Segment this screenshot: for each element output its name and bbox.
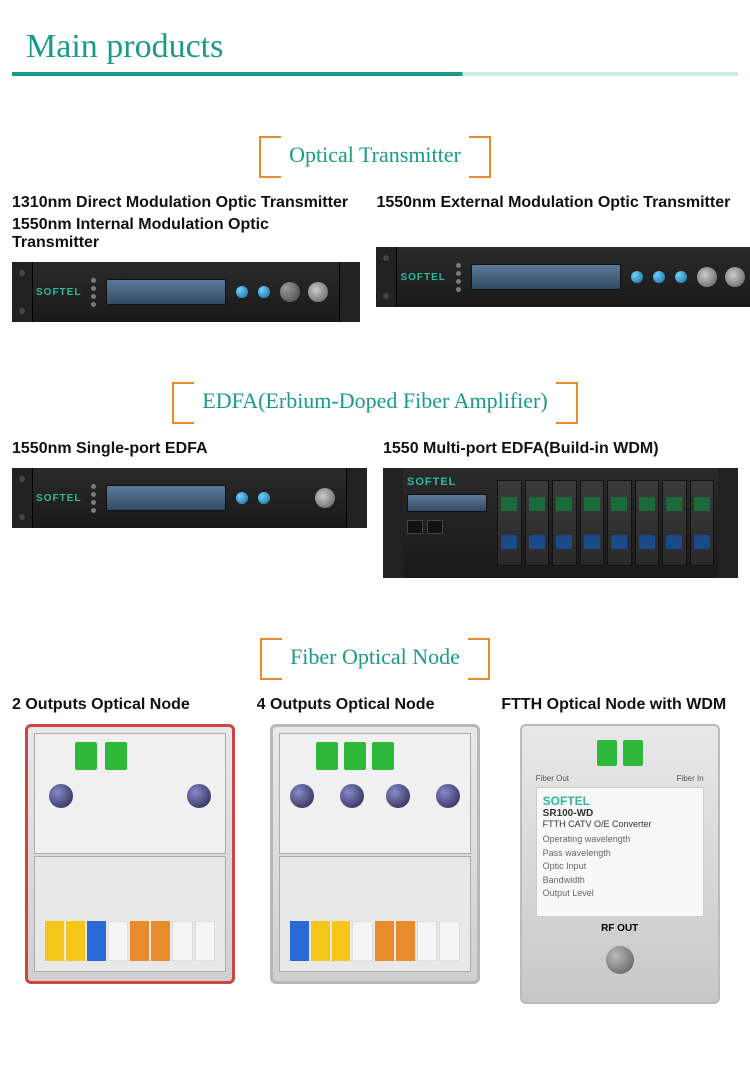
control-buttons [236,286,270,298]
terminal-strip [290,921,460,961]
device-node-4out [270,724,480,984]
status-leds [91,484,96,513]
rf-port-icon [725,267,745,287]
rf-port-icon [308,282,328,302]
status-leds [456,263,461,292]
lcd-display [407,494,487,512]
lcd-display [106,279,226,305]
sc-connector-icon [344,742,366,770]
label-multi-port-edfa: 1550 Multi-port EDFA(Build-in WDM) [383,440,738,458]
rf-out-label: RF OUT [536,923,704,934]
sc-connector-icon [105,742,127,770]
device-edfa-single: SOFTEL [12,468,367,528]
ftth-info-panel: SOFTEL SR100-WD FTTH CATV O/E Converter … [536,787,704,917]
sc-connector-icon [597,740,617,766]
section-heading-edfa: EDFA(Erbium-Doped Fiber Amplifier) [172,382,577,420]
sc-connector-icon [75,742,97,770]
brand-label: SOFTEL [400,272,445,283]
port-ring-icon [436,784,460,808]
label-1310-direct: 1310nm Direct Modulation Optic Transmitt… [12,194,360,212]
lcd-display [106,485,226,511]
section-heading-transmitter: Optical Transmitter [259,136,491,174]
port-label: Fiber Out [536,774,569,783]
ftth-model: SR100-WD [543,808,697,819]
device-transmitter-left: SOFTEL [12,262,360,322]
section-heading-node: Fiber Optical Node [260,638,490,676]
port-ring-icon [49,784,73,808]
device-ftth-node: Fiber Out Fiber In SOFTEL SR100-WD FTTH … [520,724,720,1004]
sc-connector-icon [316,742,338,770]
label-single-port-edfa: 1550nm Single-port EDFA [12,440,367,458]
control-buttons [236,492,270,504]
brand-label: SOFTEL [36,287,81,298]
status-leds [91,278,96,307]
knob [280,282,300,302]
label-1550-internal: 1550nm Internal Modulation Optic Transmi… [12,216,360,252]
sc-connector-icon [623,740,643,766]
label-ftth-node: FTTH Optical Node with WDM [501,696,738,714]
label-4-output-node: 4 Outputs Optical Node [257,696,494,714]
port-ring-icon [290,784,314,808]
section-edfa: EDFA(Erbium-Doped Fiber Amplifier) 1550n… [12,382,738,578]
label-2-output-node: 2 Outputs Optical Node [12,696,249,714]
ftth-brand: SOFTEL [543,794,697,808]
ethernet-port-icon [407,520,423,534]
fiber-port-icon [315,488,335,508]
port-ring-icon [340,784,364,808]
section-fiber-node: Fiber Optical Node 2 Outputs Optical Nod… [12,638,738,1004]
output-slots [497,476,714,570]
brand-label: SOFTEL [407,476,487,488]
ethernet-port-icon [427,520,443,534]
rf-port-icon [697,267,717,287]
sc-connector-icon [372,742,394,770]
port-label: Fiber In [677,774,704,783]
device-transmitter-right: SOFTEL [376,247,750,307]
terminal-strip [45,921,215,961]
brand-label: SOFTEL [36,493,81,504]
section-optical-transmitter: Optical Transmitter 1310nm Direct Modula… [12,136,738,322]
lcd-display [471,264,621,290]
port-ring-icon [386,784,410,808]
device-edfa-multiport: SOFTEL [383,468,738,578]
bnc-connector-icon [606,946,634,974]
port-ring-icon [187,784,211,808]
label-1550-external: 1550nm External Modulation Optic Transmi… [376,194,750,212]
device-node-2out [25,724,235,984]
ftth-subtitle: FTTH CATV O/E Converter [543,819,697,829]
control-buttons [631,271,687,283]
main-title: Main products [12,20,738,76]
